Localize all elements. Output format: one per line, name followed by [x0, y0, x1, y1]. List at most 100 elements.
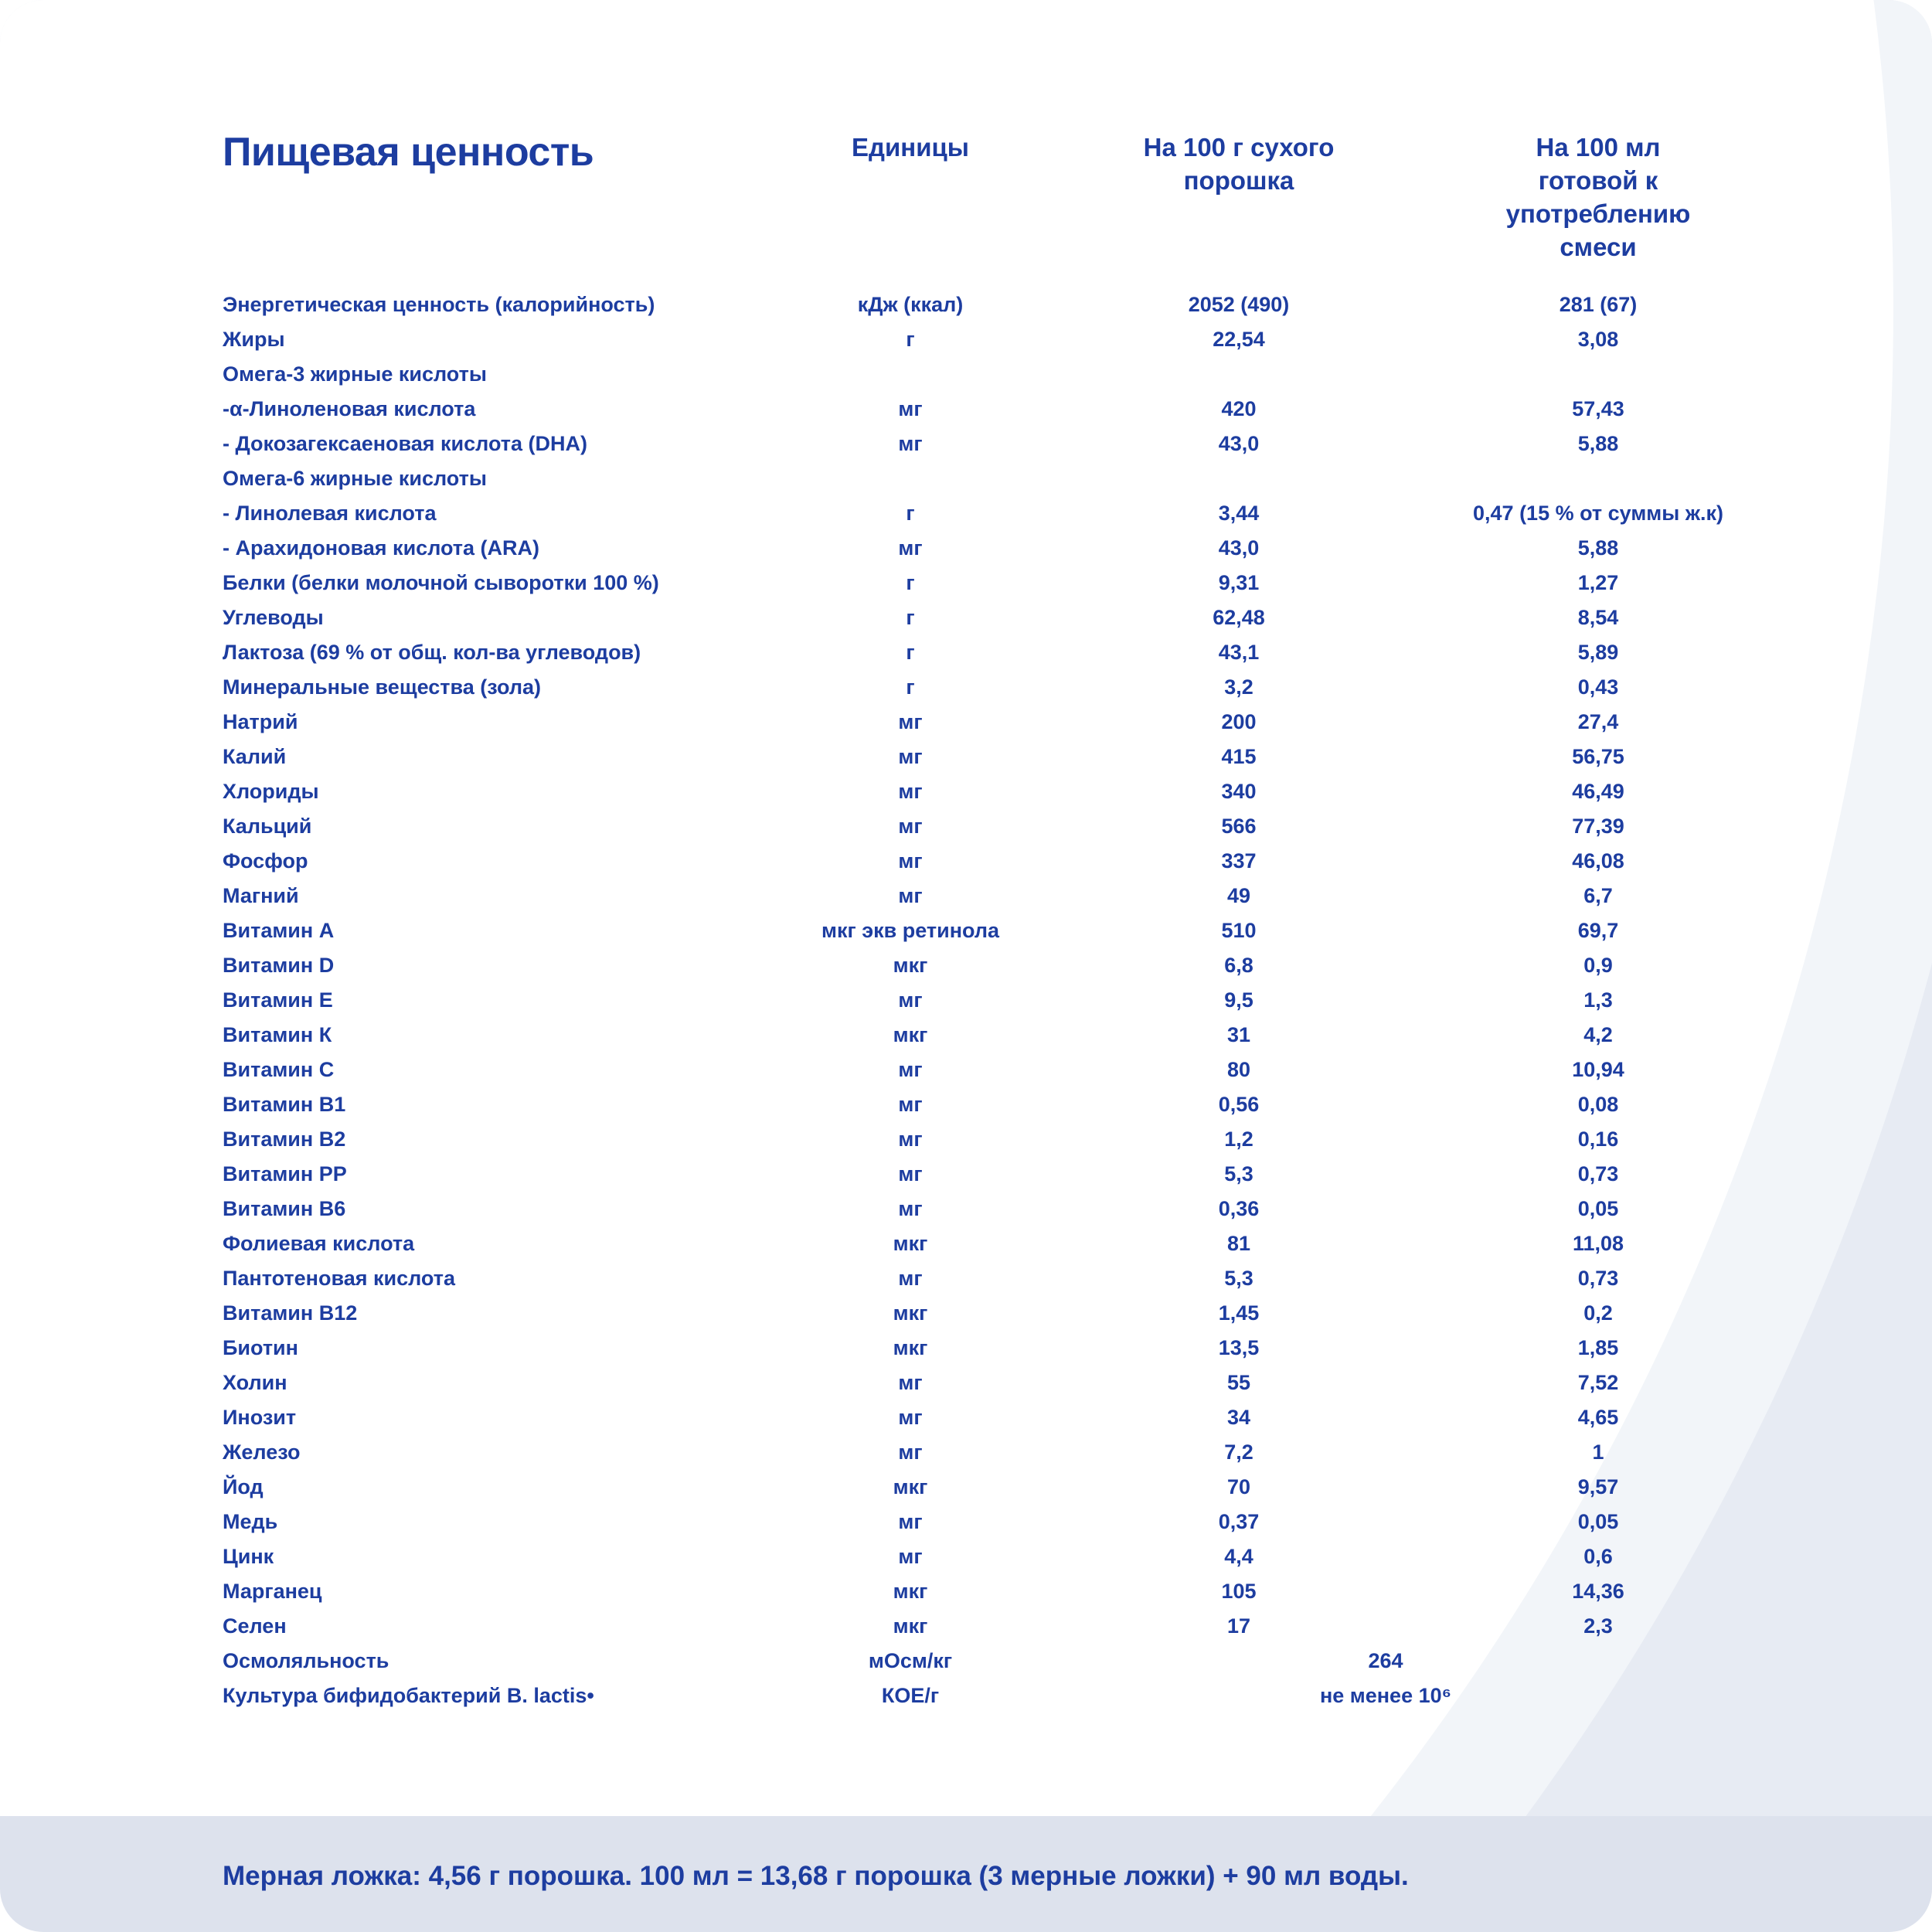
- table-row: Витамин D мкг 6,8 0,9: [223, 948, 1745, 983]
- nutrient-name: Витамин В1: [223, 1092, 346, 1116]
- value-per-100ml: 0,73: [1577, 1162, 1619, 1185]
- table-row: Лактоза (69 % от общ. кол-ва углеводов) г…: [223, 635, 1745, 670]
- nutrient-name: Витамин В6: [223, 1196, 346, 1220]
- table-row: Белки (белки молочной сыворотки 100 %) г 9…: [223, 566, 1745, 600]
- units-value: г: [906, 501, 915, 525]
- nutrient-name: Холин: [223, 1370, 287, 1394]
- value-per-100g: 566: [1221, 814, 1257, 838]
- units-value: мкг: [893, 953, 928, 977]
- value-per-100ml: 46,49: [1572, 779, 1624, 803]
- table-row: Магний мг 49 6,7: [223, 879, 1745, 913]
- table-row: Йод мкг 70 9,57: [223, 1470, 1745, 1505]
- table-row: Фосфор мг 337 46,08: [223, 844, 1745, 879]
- value-per-100g: 200: [1221, 709, 1257, 733]
- nutrient-name: Хлориды: [223, 779, 319, 803]
- value-per-100ml: 1,3: [1583, 988, 1613, 1012]
- value-per-100g: 3,44: [1218, 501, 1260, 525]
- units-value: мг: [898, 814, 923, 838]
- nutrient-name: -α-Линоленовая кислота: [223, 396, 476, 420]
- value-per-100g: 55: [1226, 1370, 1251, 1394]
- value-per-100g: 340: [1221, 779, 1257, 803]
- table-row: Калий мг 415 56,75: [223, 740, 1745, 774]
- nutrient-name: Селен: [223, 1614, 287, 1638]
- nutrient-name: - Докозагексаеновая кислота (DHA): [223, 431, 587, 455]
- units-value: мг: [898, 1544, 923, 1568]
- nutrient-name: Витамин В12: [223, 1301, 358, 1325]
- page-title: Пищевая ценность: [223, 130, 594, 175]
- value-per-100g: 9,31: [1218, 570, 1260, 594]
- value-per-100g: 62,48: [1213, 605, 1265, 629]
- value-per-100ml: 0,05: [1577, 1196, 1619, 1220]
- value-per-100g: 13,5: [1218, 1335, 1260, 1359]
- units-value: мкг: [893, 1022, 928, 1046]
- nutrient-name: Фосфор: [223, 849, 308, 872]
- nutrient-name: Железо: [223, 1440, 301, 1464]
- table-row: Осмоляльность мОсм/кг 264: [223, 1644, 1745, 1679]
- nutrient-name: Омега-6 жирные кислоты: [223, 466, 487, 490]
- value-per-100g: 0,37: [1218, 1509, 1260, 1533]
- nutrient-name: Витамин С: [223, 1057, 335, 1081]
- table-row: Холин мг 55 7,52: [223, 1366, 1745, 1400]
- column-header-per-100g: На 100 г сухого порошка: [1143, 133, 1335, 195]
- nutrient-name: Омега-3 жирные кислоты: [223, 362, 487, 386]
- value-per-100g: 1,45: [1218, 1301, 1260, 1325]
- value-per-100ml: 5,88: [1577, 536, 1619, 560]
- units-value: г: [906, 675, 915, 699]
- value-per-100g: 7,2: [1224, 1440, 1253, 1464]
- units-value: мг: [898, 1440, 923, 1464]
- table-row: Культура бифидобактерий B. lactis• КОЕ/г н…: [223, 1679, 1745, 1713]
- table-row: - Линолевая кислота г 3,44 0,47 (15 % от су…: [223, 496, 1745, 531]
- nutrient-name: Инозит: [223, 1405, 297, 1429]
- units-value: КОЕ/г: [881, 1683, 940, 1707]
- value-per-100g: 31: [1226, 1022, 1251, 1046]
- table-row: Медь мг 0,37 0,05: [223, 1505, 1745, 1539]
- value-per-100ml: 4,2: [1583, 1022, 1613, 1046]
- units-value: мкг: [893, 1335, 928, 1359]
- value-per-100g: 80: [1226, 1057, 1251, 1081]
- table-row: Кальций мг 566 77,39: [223, 809, 1745, 844]
- nutrient-name: Фолиевая кислота: [223, 1231, 415, 1255]
- table-row: Витамин К мкг 31 4,2: [223, 1018, 1745, 1053]
- value-per-100ml: 69,7: [1577, 918, 1619, 942]
- nutrient-name: Витамин К: [223, 1022, 332, 1046]
- nutrient-name: Натрий: [223, 709, 298, 733]
- table-row: Омега-6 жирные кислоты: [223, 461, 1745, 496]
- table-row: Витамин РР мг 5,3 0,73: [223, 1157, 1745, 1192]
- units-value: мг: [898, 1266, 923, 1290]
- value-per-100g: 337: [1221, 849, 1257, 872]
- value-per-100ml: 14,36: [1572, 1579, 1624, 1603]
- value-per-100ml: 8,54: [1577, 605, 1619, 629]
- value-per-100g: 510: [1221, 918, 1257, 942]
- units-value: мкг: [893, 1579, 928, 1603]
- value-spanning: не менее 10⁶: [1319, 1683, 1452, 1707]
- units-value: мг: [898, 1405, 923, 1429]
- value-per-100ml: 281 (67): [1559, 292, 1638, 316]
- value-per-100g: 22,54: [1213, 327, 1265, 351]
- units-value: мг: [898, 536, 923, 560]
- units-value: мг: [898, 709, 923, 733]
- units-value: мкг: [893, 1301, 928, 1325]
- value-per-100ml: 56,75: [1572, 744, 1624, 768]
- nutrient-name: Витамин D: [223, 953, 335, 977]
- table-row: Фолиевая кислота мкг 81 11,08: [223, 1226, 1745, 1261]
- units-value: мкг: [893, 1614, 928, 1638]
- value-per-100ml: 0,08: [1577, 1092, 1619, 1116]
- units-value: г: [906, 640, 915, 664]
- nutrient-name: - Линолевая кислота: [223, 501, 437, 525]
- units-value: мг: [898, 1092, 923, 1116]
- value-per-100g: 5,3: [1224, 1266, 1253, 1290]
- units-value: г: [906, 327, 915, 351]
- nutrient-name: Витамин В2: [223, 1127, 346, 1151]
- value-per-100g: 43,0: [1218, 431, 1260, 455]
- units-value: г: [906, 605, 915, 629]
- units-value: мОсм/кг: [868, 1648, 953, 1672]
- nutrient-name: Углеводы: [223, 605, 324, 629]
- units-value: мг: [898, 849, 923, 872]
- units-value: мг: [898, 1162, 923, 1185]
- table-row: Витамин С мг 80 10,94: [223, 1053, 1745, 1087]
- table-row: Цинк мг 4,4 0,6: [223, 1539, 1745, 1574]
- table-row: Витамин В1 мг 0,56 0,08: [223, 1087, 1745, 1122]
- table-header: Пищевая ценность Единицы На 100 г сухого…: [223, 131, 1745, 264]
- value-per-100ml: 0,6: [1583, 1544, 1613, 1568]
